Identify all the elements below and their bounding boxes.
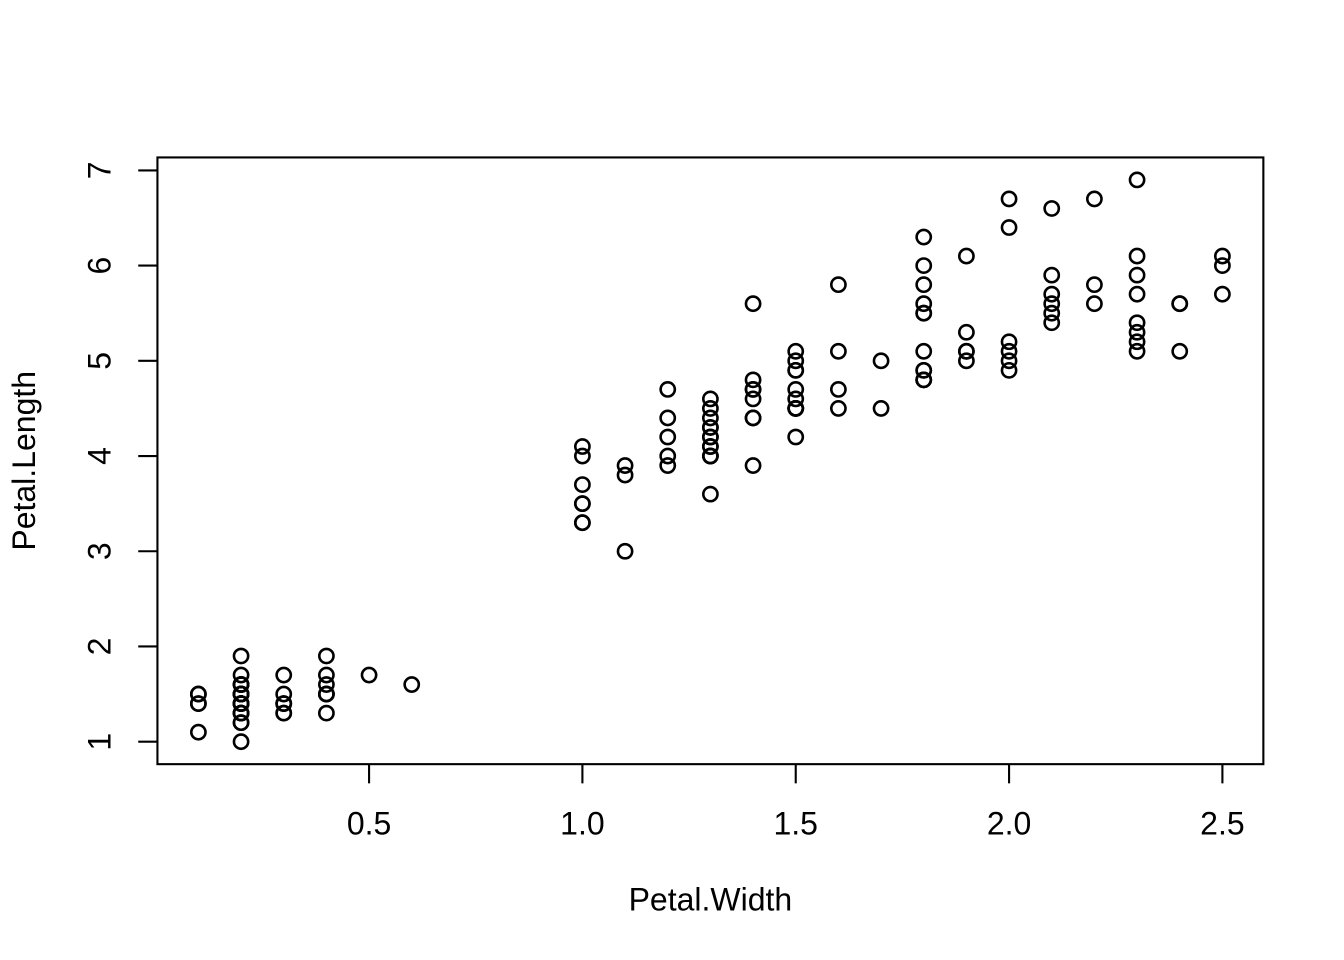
svg-text:1.5: 1.5 <box>773 805 817 841</box>
svg-text:Petal.Length: Petal.Length <box>6 371 42 551</box>
svg-text:2.5: 2.5 <box>1200 805 1244 841</box>
svg-text:2: 2 <box>82 638 118 656</box>
svg-text:0.5: 0.5 <box>347 805 391 841</box>
svg-text:4: 4 <box>82 447 118 465</box>
svg-text:1: 1 <box>82 733 118 751</box>
svg-text:5: 5 <box>82 352 118 370</box>
svg-text:2.0: 2.0 <box>987 805 1031 841</box>
svg-text:Petal.Width: Petal.Width <box>629 882 793 918</box>
svg-text:7: 7 <box>82 161 118 179</box>
svg-text:6: 6 <box>82 257 118 275</box>
svg-text:1.0: 1.0 <box>560 805 604 841</box>
svg-text:3: 3 <box>82 542 118 560</box>
